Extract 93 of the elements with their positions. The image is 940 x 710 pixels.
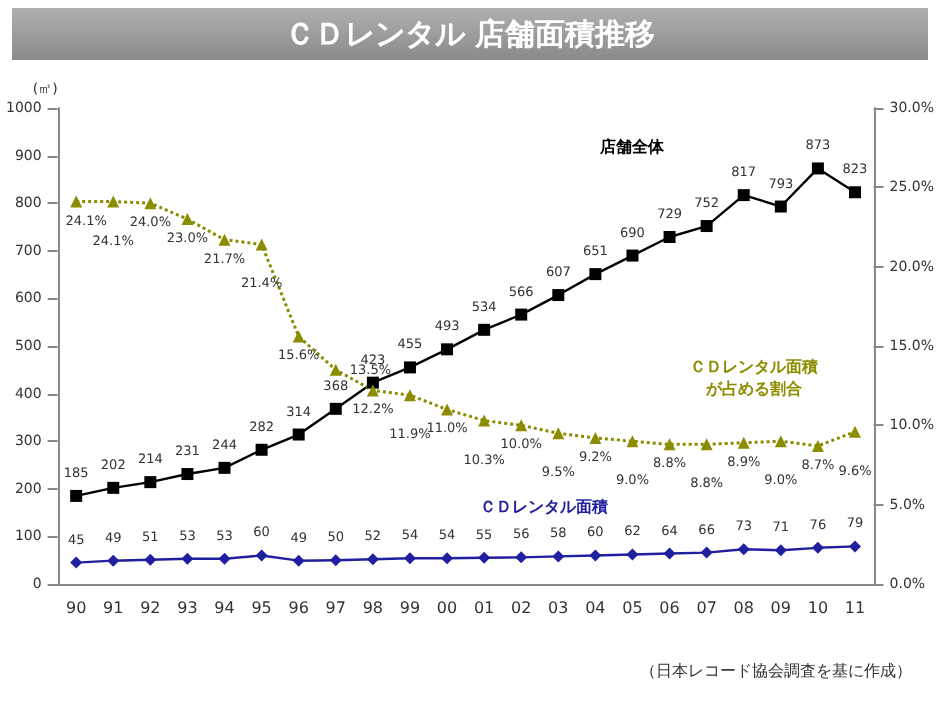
point [181, 213, 194, 226]
x-tick-label: 02 [511, 599, 532, 617]
point [218, 552, 231, 565]
x-tick-label: 10 [807, 599, 829, 617]
point [218, 461, 231, 474]
text: ＣＤレンタル面積が占める割合 [690, 358, 818, 398]
x-tick-label: 06 [659, 599, 680, 617]
point [478, 323, 491, 336]
x-tick-label: 01 [473, 599, 495, 617]
point [774, 200, 787, 213]
point [700, 220, 713, 233]
point [107, 481, 120, 494]
x-tick-label: 90 [65, 599, 87, 617]
point [292, 554, 305, 567]
x-tick-label: 94 [214, 599, 235, 617]
point [737, 436, 750, 449]
x-tick-label: 03 [548, 599, 569, 617]
point [515, 419, 528, 432]
point [70, 195, 83, 208]
point [811, 439, 824, 452]
point [329, 554, 342, 567]
point [811, 162, 824, 175]
x-tick-label: 96 [288, 599, 309, 617]
point [663, 231, 676, 243]
point [144, 197, 157, 210]
x-tick-label: 05 [622, 599, 643, 617]
x-tick-label: 93 [177, 599, 198, 617]
point [589, 549, 602, 562]
point [737, 543, 750, 556]
x-tick-label: 11 [844, 599, 866, 617]
point [403, 389, 416, 402]
x-tick-label: 91 [103, 599, 124, 617]
chart-title: ＣＤレンタル 店舗面積推移 [12, 8, 928, 60]
point [774, 435, 787, 448]
x-tick-label: 92 [140, 599, 161, 617]
point [366, 553, 379, 566]
point [663, 438, 676, 451]
point [589, 432, 602, 445]
point [848, 186, 861, 199]
point [700, 546, 713, 559]
point [70, 489, 83, 502]
point [292, 330, 305, 343]
point [848, 425, 861, 438]
point [218, 233, 231, 246]
point [144, 476, 157, 489]
point [478, 551, 491, 564]
point [626, 548, 639, 561]
point [255, 443, 268, 456]
point [255, 238, 268, 251]
point [70, 556, 83, 569]
point [144, 553, 157, 566]
point [403, 552, 416, 565]
point [255, 549, 268, 562]
point [329, 402, 342, 415]
point [292, 428, 305, 441]
x-tick-label: 08 [733, 599, 754, 617]
point [366, 376, 379, 389]
point [403, 361, 416, 374]
x-tick-label: 98 [362, 599, 384, 617]
point [107, 195, 120, 208]
point [329, 363, 342, 376]
point [774, 544, 787, 557]
x-tick-label: 04 [585, 599, 606, 617]
x-tick-label: 07 [696, 599, 717, 617]
point [366, 384, 379, 397]
point [589, 268, 602, 281]
point [663, 547, 676, 560]
x-tick-label: 97 [325, 599, 346, 617]
point [552, 289, 565, 302]
x-tick-label: 99 [399, 599, 421, 617]
point [626, 435, 639, 448]
point [515, 551, 528, 564]
point [478, 414, 491, 427]
point [811, 541, 824, 554]
text: ＣＤレンタル面積 [480, 498, 608, 516]
point [441, 552, 454, 565]
point [552, 427, 565, 440]
text: （日本レコード協会調査を基に作成） [638, 660, 912, 682]
point [552, 550, 565, 563]
point [107, 554, 120, 567]
point [515, 308, 528, 321]
point [737, 189, 750, 202]
point [181, 552, 194, 565]
x-tick-label: 09 [770, 599, 791, 617]
x-tick-label: 95 [251, 599, 272, 617]
point [626, 249, 639, 262]
text: 店舗全体 [598, 136, 666, 156]
point [700, 438, 713, 451]
x-tick-label: 00 [436, 599, 458, 617]
point [441, 343, 454, 356]
point [181, 468, 194, 481]
point [441, 403, 454, 416]
point [848, 540, 861, 553]
